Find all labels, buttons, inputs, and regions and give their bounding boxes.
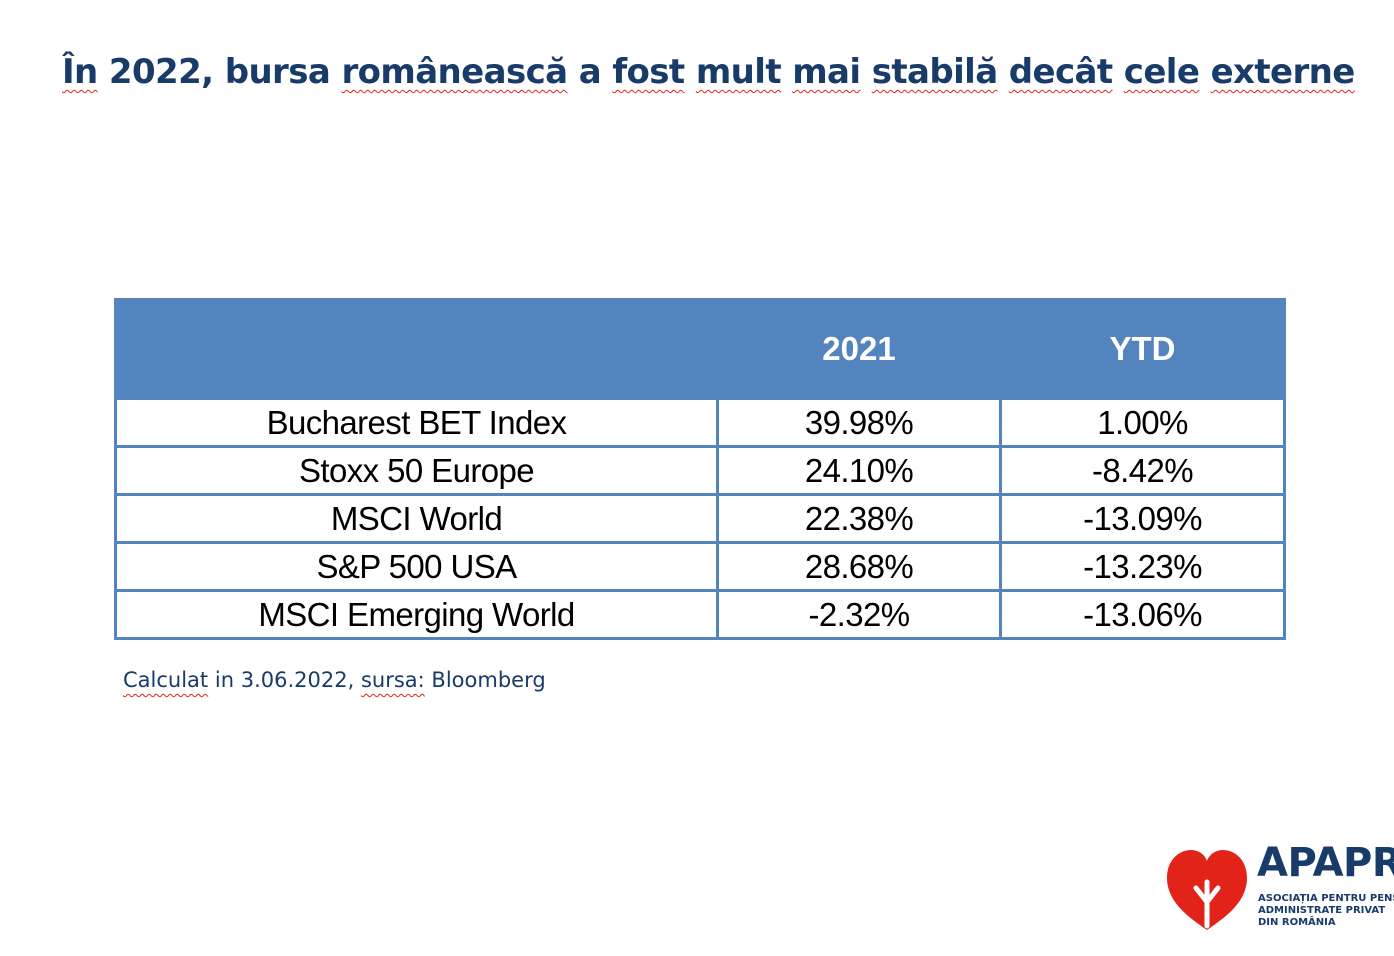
header-index — [114, 298, 719, 400]
title-word: mult — [695, 52, 782, 92]
index-name: Bucharest BET Index — [114, 397, 719, 448]
index-name: Stoxx 50 Europe — [114, 445, 719, 496]
title-word: bursa — [224, 52, 331, 92]
slide-title: În 2022, bursa românească a fost mult ma… — [62, 52, 1355, 92]
footnote-word: sursa: — [360, 668, 425, 692]
returns-table: 2021 YTD Bucharest BET Index 39.98% 1.00… — [114, 298, 1286, 640]
return-2021: -2.32% — [716, 589, 1002, 640]
return-2021: 39.98% — [716, 397, 1002, 448]
table-row: S&P 500 USA 28.68% -13.23% — [114, 541, 1286, 592]
index-name: MSCI Emerging World — [114, 589, 719, 640]
footnote-word: Bloomberg — [431, 668, 546, 692]
return-ytd: -13.06% — [999, 589, 1286, 640]
table-row: Stoxx 50 Europe 24.10% -8.42% — [114, 445, 1286, 496]
header-ytd: YTD — [999, 298, 1286, 400]
index-name: MSCI World — [114, 493, 719, 544]
title-word: 2022, — [108, 52, 214, 92]
source-footnote: Calculat in 3.06.2022, sursa: Bloomberg — [123, 668, 546, 692]
logo-tagline-line-2: ADMINISTRATE PRIVAT — [1258, 905, 1386, 916]
header-2021: 2021 — [716, 298, 1002, 400]
heart-tree-logo-icon — [1167, 850, 1247, 930]
logo-name: APAPR — [1257, 840, 1394, 886]
table-row: Bucharest BET Index 39.98% 1.00% — [114, 397, 1286, 448]
title-word: În — [62, 52, 98, 92]
return-ytd: -13.23% — [999, 541, 1286, 592]
table-row: MSCI Emerging World -2.32% -13.06% — [114, 589, 1286, 640]
footnote-word: Calculat — [123, 668, 209, 692]
table-row: MSCI World 22.38% -13.09% — [114, 493, 1286, 544]
footnote-word: 3.06.2022, — [240, 668, 355, 692]
return-2021: 22.38% — [716, 493, 1002, 544]
title-word: cele — [1123, 52, 1200, 92]
title-word: decât — [1008, 52, 1113, 92]
footnote-word: in — [214, 668, 235, 692]
title-word: mai — [792, 52, 861, 92]
return-2021: 28.68% — [716, 541, 1002, 592]
title-word: românească — [341, 52, 568, 92]
logo-tagline-line-3: DIN ROMÂNIA — [1258, 917, 1336, 928]
title-word: fost — [612, 52, 685, 92]
title-word: a — [578, 52, 602, 92]
table-header-row: 2021 YTD — [114, 298, 1286, 400]
logo-tagline-line-1: ASOCIAȚIA PENTRU PENSIILE — [1258, 893, 1394, 904]
return-ytd: 1.00% — [999, 397, 1286, 448]
title-word: externe — [1210, 52, 1356, 92]
return-2021: 24.10% — [716, 445, 1002, 496]
return-ytd: -13.09% — [999, 493, 1286, 544]
apapr-logo: APAPR ASOCIAȚIA PENTRU PENSIILE ADMINIST… — [1163, 840, 1394, 932]
return-ytd: -8.42% — [999, 445, 1286, 496]
index-name: S&P 500 USA — [114, 541, 719, 592]
title-word: stabilă — [871, 52, 998, 92]
